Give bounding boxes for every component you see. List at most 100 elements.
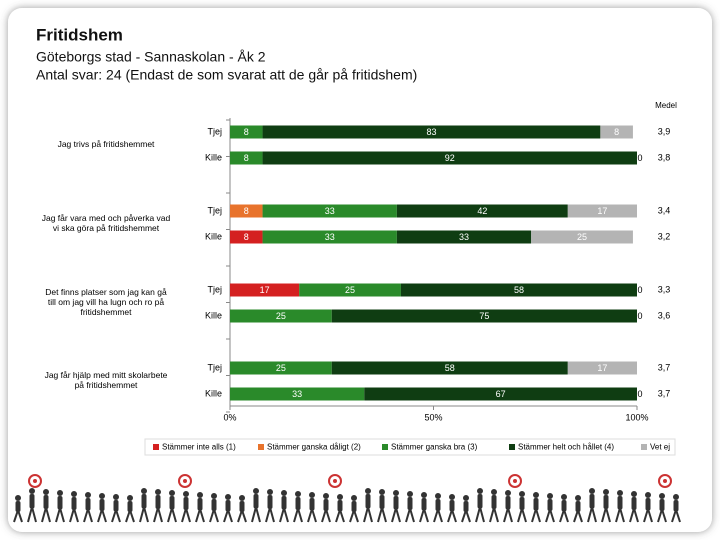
person-leg [17, 509, 23, 523]
data-label: 8 [244, 127, 249, 137]
person-leg [521, 508, 527, 523]
person-body [379, 495, 385, 509]
person-body [225, 500, 231, 512]
person-leg [493, 507, 499, 523]
bar-segment [262, 230, 397, 244]
person-leg [475, 506, 481, 523]
slide-title: Fritidshem [36, 25, 123, 44]
person-head [43, 489, 49, 495]
person-leg [461, 509, 467, 523]
person-leg [59, 507, 65, 523]
group-label: Jag får vara med och påverka vad vi ska g… [42, 213, 171, 233]
person-leg [517, 508, 523, 523]
bar-segment [230, 125, 263, 139]
bar-segment [230, 361, 332, 375]
person-leg [213, 508, 219, 523]
category-label: Tjej [207, 362, 222, 372]
person-head [659, 493, 665, 499]
group-label-line: Det finns platser som jag kan gå [45, 287, 167, 297]
bar-segment [230, 309, 332, 323]
data-label: 92 [445, 153, 455, 163]
person-head [197, 492, 203, 498]
bar-segment [230, 387, 365, 401]
person-head [379, 489, 385, 495]
person-leg [325, 508, 331, 523]
person-head [183, 491, 189, 497]
person-leg [489, 507, 495, 523]
legend-label: Vet ej [650, 443, 670, 452]
target-icon-dot [183, 479, 187, 483]
group-label-line: vi ska göra på fritidshemmet [53, 223, 160, 233]
person-head [281, 490, 287, 496]
person-head [463, 495, 469, 501]
person-leg [125, 509, 131, 523]
data-label: 25 [276, 311, 286, 321]
data-label: 33 [325, 206, 335, 216]
mean-label: 3,4 [658, 205, 671, 215]
group-label-line: på fritidshemmet [75, 380, 138, 390]
person-body [43, 495, 49, 509]
person-body [491, 495, 497, 509]
person-body [421, 498, 427, 511]
mean-label: 3,8 [658, 152, 671, 162]
person-head [309, 492, 315, 498]
person-head [547, 493, 553, 499]
person-leg [307, 508, 313, 523]
data-label: 25 [577, 232, 587, 242]
person-leg [237, 509, 243, 523]
person-leg [423, 508, 429, 523]
person-leg [437, 508, 443, 523]
bar-segment [262, 125, 601, 139]
person-leg [157, 507, 163, 523]
mean-label: 3,6 [658, 310, 671, 320]
group-label-line: Jag får vara med och påverka vad [42, 213, 171, 223]
data-label: 17 [597, 363, 607, 373]
person-head [85, 492, 91, 498]
category-label: Tjej [207, 126, 222, 136]
data-label: 58 [514, 285, 524, 295]
mean-label: 3,3 [658, 284, 671, 294]
person-leg [629, 508, 635, 523]
person-leg [535, 508, 541, 523]
data-label: 33 [292, 389, 302, 399]
group-label-line: till om jag vill ha lugn och ro på [48, 297, 165, 307]
person-body [197, 498, 203, 511]
person-body [673, 500, 679, 512]
person-head [673, 494, 679, 500]
person-head [533, 492, 539, 498]
person-leg [41, 507, 47, 523]
group-label-line: fritidshemmet [80, 307, 132, 317]
person-body [603, 495, 609, 509]
legend-label: Stämmer ganska dåligt (2) [267, 443, 361, 452]
person-leg [185, 508, 191, 523]
person-leg [129, 509, 135, 523]
person-leg [227, 509, 233, 523]
person-leg [13, 509, 19, 523]
person-leg [293, 508, 299, 523]
person-leg [601, 507, 607, 523]
person-leg [657, 508, 663, 523]
legend-swatch [258, 444, 264, 450]
person-leg [101, 508, 107, 523]
category-label: Kille [205, 388, 222, 398]
person-leg [605, 507, 611, 523]
person-body [239, 501, 245, 512]
slide-frame [8, 8, 712, 532]
person-leg [615, 507, 621, 523]
person-leg [321, 508, 327, 523]
person-leg [27, 506, 33, 523]
category-label: Tjej [207, 284, 222, 294]
person-leg [549, 508, 555, 523]
person-leg [115, 509, 121, 523]
person-leg [297, 508, 303, 523]
person-leg [199, 508, 205, 523]
person-leg [563, 509, 569, 523]
person-leg [195, 508, 201, 523]
data-label: 33 [459, 232, 469, 242]
person-leg [153, 507, 159, 523]
person-head [71, 491, 77, 497]
data-label: 0 [637, 389, 642, 399]
person-body [337, 500, 343, 512]
mean-label: 3,7 [658, 362, 671, 372]
person-head [295, 491, 301, 497]
